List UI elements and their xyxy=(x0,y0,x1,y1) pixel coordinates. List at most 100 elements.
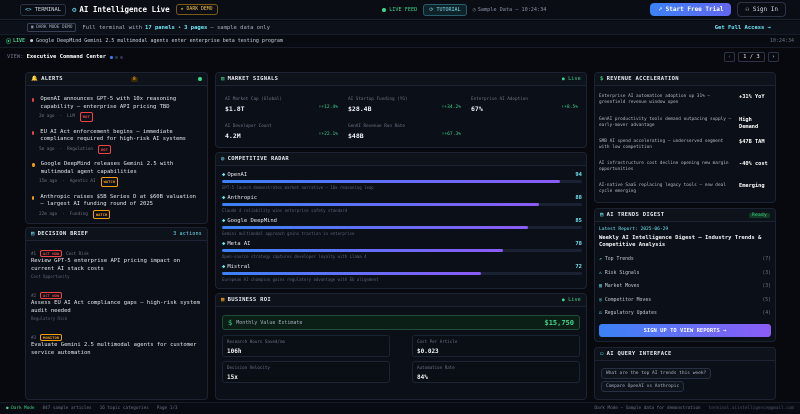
roi-header: ▦ BUSINESS ROI ● Live xyxy=(216,294,586,307)
prev-page-button[interactable]: ‹ xyxy=(723,52,736,62)
view-bar: VIEW: Executive Command Center ‹ 1 / 3 › xyxy=(0,49,800,65)
signal-card[interactable]: Enterprise AI Adoption 67% ⇡+8.5% xyxy=(468,94,586,118)
signal-delta-value: +67.3% xyxy=(444,132,461,137)
view-dot[interactable] xyxy=(120,55,124,59)
alert-item[interactable]: EU AI Act enforcement begins — immediate… xyxy=(26,125,207,158)
tutorial-icon: ⟳ xyxy=(429,6,437,13)
terminal-icon: <> xyxy=(25,6,32,13)
brief-meta: Cost Risk xyxy=(66,251,89,256)
sign-up-reports-button[interactable]: SIGN UP TO VIEW REPORTS → xyxy=(599,324,771,337)
alert-age: 5m ago xyxy=(39,146,55,152)
ticker-live: ⦿ LIVE xyxy=(6,38,25,45)
signal-card[interactable]: AI Startup Funding (YG) $28.4B ⇡+34.2% xyxy=(345,94,467,118)
radar-track xyxy=(222,249,582,252)
radar-item[interactable]: ◆ Mistral 72 European AI champion gains reg… xyxy=(222,264,582,282)
trend-row[interactable]: ◎ Competitor Moves (5) xyxy=(599,298,771,303)
revenue-item[interactable]: Enterprise AI automation adoption up 31%… xyxy=(599,94,773,106)
trends-header: ▤ AI TRENDS DIGEST Ready xyxy=(595,209,775,222)
signal-delta: ⇡+22.1% xyxy=(318,132,338,137)
radar-item[interactable]: ◆ Anthropic 88 Claude 4 reliability wins en… xyxy=(222,195,582,213)
trend-row[interactable]: ↗ Top Trends (7) xyxy=(599,257,771,262)
news-ticker: ⦿ LIVE ● Google DeepMind Gemini 2.5 multi… xyxy=(0,35,800,48)
signal-card[interactable]: AI Developer Count 4.2M ⇡+22.1% xyxy=(222,121,344,145)
brief-item[interactable]: #1 ACT NOW Cost Risk Review GPT-5 enterpris… xyxy=(31,250,201,279)
chart-icon: ▥ xyxy=(599,284,602,289)
signal-delta: ⇡+67.3% xyxy=(441,132,461,137)
alerts-panel: 🔔 ALERTS 8 OpenAI announces GPT-5 with 10x… xyxy=(25,72,208,224)
radar-item[interactable]: ◆ Meta AI 78 Open-source strategy captures … xyxy=(222,241,582,259)
brief-item[interactable]: #3 MONITOR Evaluate Gemini 2.5 multimodal … xyxy=(31,334,201,357)
view-dot[interactable] xyxy=(115,55,119,59)
banner-badge: ▣ DARK MODE DEMO xyxy=(27,23,77,32)
radar-header: ◎ COMPETITIVE RADAR xyxy=(216,153,586,166)
brief-title-text: Evaluate Gemini 2.5 multimodal agents fo… xyxy=(31,342,197,356)
radar-sub: GPT-5 launch demonstrates market narrati… xyxy=(222,185,374,190)
radar-track xyxy=(222,203,582,206)
brief-item[interactable]: #2 ACT NOW Assess EU AI Act compliance gap… xyxy=(31,292,201,321)
revenue-text: AI infrastructure cost decline opening n… xyxy=(599,161,729,172)
start-trial-button[interactable]: ➚ Start Free Trial xyxy=(650,3,732,16)
company-icon: ◆ xyxy=(222,241,226,247)
view-dots xyxy=(110,55,124,59)
revenue-panel: $ REVENUE ACCELERATION Enterprise AI auto… xyxy=(594,72,776,203)
sign-in-label: Sign In xyxy=(752,6,778,13)
radar-track xyxy=(222,180,582,183)
next-page-button[interactable]: › xyxy=(767,52,779,62)
dark-mode-badge: ★ DARK DEMO xyxy=(175,4,218,15)
radar-item[interactable]: ◆ OpenAI 94 GPT-5 launch demonstrates marke… xyxy=(222,172,582,190)
alert-item[interactable]: OpenAI announces GPT-5 with 10x reasonin… xyxy=(26,92,207,125)
ticker-time: 10:24:34 xyxy=(769,38,794,44)
revenue-item[interactable]: GenAI productivity tools demand outpacin… xyxy=(599,117,773,130)
get-full-access-link[interactable]: Get Full Access → xyxy=(714,24,771,31)
view-selector[interactable]: Executive Command Center xyxy=(26,54,107,60)
radar-score: 72 xyxy=(575,264,582,270)
revenue-item[interactable]: AI-native SaaS replacing legacy tools — … xyxy=(599,183,773,195)
radar-sub: European AI champion gains regulatory ad… xyxy=(222,277,379,282)
query-suggestion[interactable]: What are the top AI trends this week? xyxy=(601,368,712,379)
banner-suffix: — sample data only xyxy=(210,24,270,31)
alert-item[interactable]: Google DeepMind releases Gemini 2.5 with… xyxy=(26,157,207,190)
company-icon: ◆ xyxy=(222,218,226,224)
footer-email[interactable]: terminal.aiintelligence@gmail.com xyxy=(708,406,794,411)
app-title-group: ⚙ AI Intelligence Live xyxy=(72,5,170,14)
top-bar: <> TERMINAL ⚙ AI Intelligence Live ★ DARK D… xyxy=(0,0,800,20)
trend-row[interactable]: ⚠ Risk Signals (3) xyxy=(599,271,771,276)
trend-row[interactable]: ⚖ Regulatory Updates (4) xyxy=(599,311,771,316)
revenue-item[interactable]: AI infrastructure cost decline opening n… xyxy=(599,161,773,173)
signal-label: GenAI Revenue Run Rate xyxy=(348,124,405,129)
ticker-text[interactable]: ● Google DeepMind Gemini 2.5 multimodal … xyxy=(30,38,283,44)
banner-pages: 3 pages xyxy=(184,24,208,31)
company-icon: ◆ xyxy=(222,195,226,201)
alert-item[interactable]: Anthropic raises $5B Series D at $60B va… xyxy=(26,190,207,223)
revenue-value: Emerging xyxy=(739,183,765,189)
radar-bar xyxy=(222,180,561,183)
query-suggestion[interactable]: Compare OpenAI vs Anthropic xyxy=(601,381,685,392)
radar-name-label: OpenAI xyxy=(227,172,248,178)
pager: ‹ 1 / 3 › xyxy=(723,52,793,62)
alert-category: Agentic AI xyxy=(69,179,96,184)
signals-header: ▥ MARKET SIGNALS ● Live xyxy=(216,73,586,86)
radar-track xyxy=(222,226,582,229)
brief-category: Regulatory Risk xyxy=(31,316,68,321)
trend-row[interactable]: ▥ Market Moves (3) xyxy=(599,284,771,289)
view-dot-active[interactable] xyxy=(110,55,114,59)
footer-samples: 847 sample articles xyxy=(42,406,92,411)
radar-sub: Gemini multimodal approach gains tractio… xyxy=(222,231,355,236)
tutorial-button[interactable]: ⟳ TUTORIAL xyxy=(423,3,467,16)
radar-score: 94 xyxy=(575,172,582,178)
radar-bar xyxy=(222,272,482,275)
trends-ready-badge: Ready xyxy=(748,212,770,218)
revenue-item[interactable]: SMB AI spend accelerating — underserved … xyxy=(599,139,773,151)
user-icon: ⚇ xyxy=(745,6,753,13)
roi-estimate-label: Monthly Value Estimate xyxy=(236,319,303,326)
start-trial-label: Start Free Trial xyxy=(665,6,724,13)
brief-num: #2 xyxy=(31,293,37,298)
sign-in-button[interactable]: ⚇ Sign In xyxy=(737,2,786,17)
trend-row-count: (3) xyxy=(762,284,771,289)
terminal-button[interactable]: <> TERMINAL xyxy=(20,3,67,16)
signal-delta-value: +34.2% xyxy=(444,105,461,110)
signal-card[interactable]: AI Market Cap (Global) $1.8T ⇡+12.4% xyxy=(222,94,344,118)
chevron-left-icon: ‹ xyxy=(727,54,732,60)
radar-item[interactable]: ◆ Google DeepMind 85 Gemini multimodal appr… xyxy=(222,218,582,236)
signal-card[interactable]: GenAI Revenue Run Rate $48B ⇡+67.3% xyxy=(345,121,467,145)
